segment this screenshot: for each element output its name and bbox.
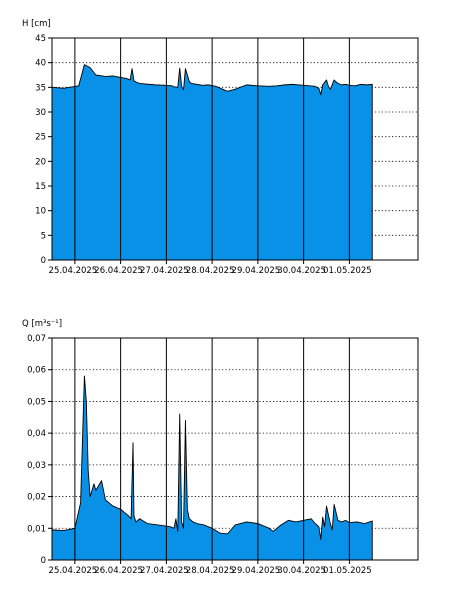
x-tick-label: 30.04.2025 [277,566,326,576]
x-tick-label: 26.04.2025 [94,266,143,276]
y-tick-label: 35 [35,83,46,93]
y-tick-label: 0 [41,556,46,566]
y-axis-label: Q [m³s⁻¹] [22,319,62,329]
y-tick-label: 0,02 [27,493,46,503]
y-tick-label: 0,05 [27,397,46,407]
y-tick-label: 0,04 [27,429,46,439]
x-tick-label: 01.05.2025 [323,266,372,276]
x-tick-label: 28.04.2025 [186,566,235,576]
plot-frame [51,37,419,261]
y-tick-label: 0,06 [27,366,46,376]
y-tick-label: 0,03 [27,461,46,471]
y-tick-label: 30 [35,108,46,118]
x-tick-label: 26.04.2025 [94,566,143,576]
plot-frame [51,337,419,561]
x-tick-label: 30.04.2025 [277,266,326,276]
y-axis-label: H [cm] [22,19,51,29]
y-tick-label: 5 [41,231,46,241]
x-tick-label: 28.04.2025 [186,266,235,276]
x-tick-label: 27.04.2025 [140,566,189,576]
y-tick-label: 0 [41,256,46,266]
x-tick-label: 29.04.2025 [232,266,281,276]
water-level-chart: 0 5 10 15 20 25 30 35 40 45 25.04.202526.04.202527… [22,19,419,276]
x-tick-label: 25.04.2025 [49,266,98,276]
y-tick-label: 45 [35,34,46,44]
y-tick-label: 0,01 [27,524,46,534]
y-tick-label: 15 [35,182,46,192]
x-tick-label: 01.05.2025 [323,566,372,576]
y-tick-label: 0,07 [27,334,46,344]
x-tick-label: 25.04.2025 [49,566,98,576]
y-tick-label: 20 [35,157,46,167]
series-area [51,375,373,561]
x-tick-label: 27.04.2025 [140,266,189,276]
x-tick-label: 29.04.2025 [232,566,281,576]
y-tick-label: 40 [35,59,46,69]
y-tick-label: 25 [35,133,46,143]
y-tick-label: 10 [35,207,46,217]
discharge-chart: 00,010,020,030,040,050,060,0725.04.20252… [22,319,419,576]
